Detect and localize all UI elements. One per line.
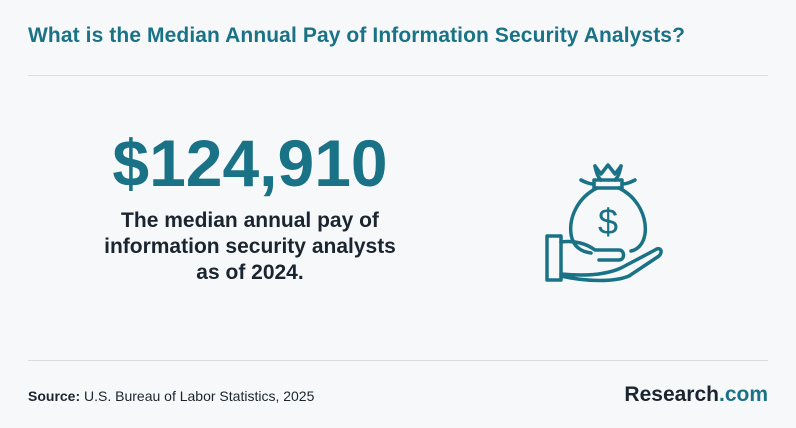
stat-value: $124,910 bbox=[112, 126, 388, 200]
page-title: What is the Median Annual Pay of Informa… bbox=[28, 24, 686, 47]
footer-divider bbox=[28, 360, 768, 361]
header-divider bbox=[28, 75, 768, 76]
dollar-sign-glyph: $ bbox=[598, 201, 618, 242]
source-citation: Source: U.S. Bureau of Labor Statistics,… bbox=[28, 388, 314, 404]
brand-suffix: .com bbox=[718, 383, 768, 406]
source-label: Source: bbox=[28, 388, 81, 404]
brand-name: Research bbox=[624, 383, 719, 406]
stat-description: The median annual pay of information sec… bbox=[104, 209, 396, 284]
brand-logo[interactable]: Research.com bbox=[624, 383, 768, 407]
stat-block: $124,910 The median annual pay of inform… bbox=[60, 130, 440, 286]
source-text: U.S. Bureau of Labor Statistics, 2025 bbox=[84, 388, 315, 404]
money-bag-hand-icon: $ bbox=[545, 163, 663, 283]
